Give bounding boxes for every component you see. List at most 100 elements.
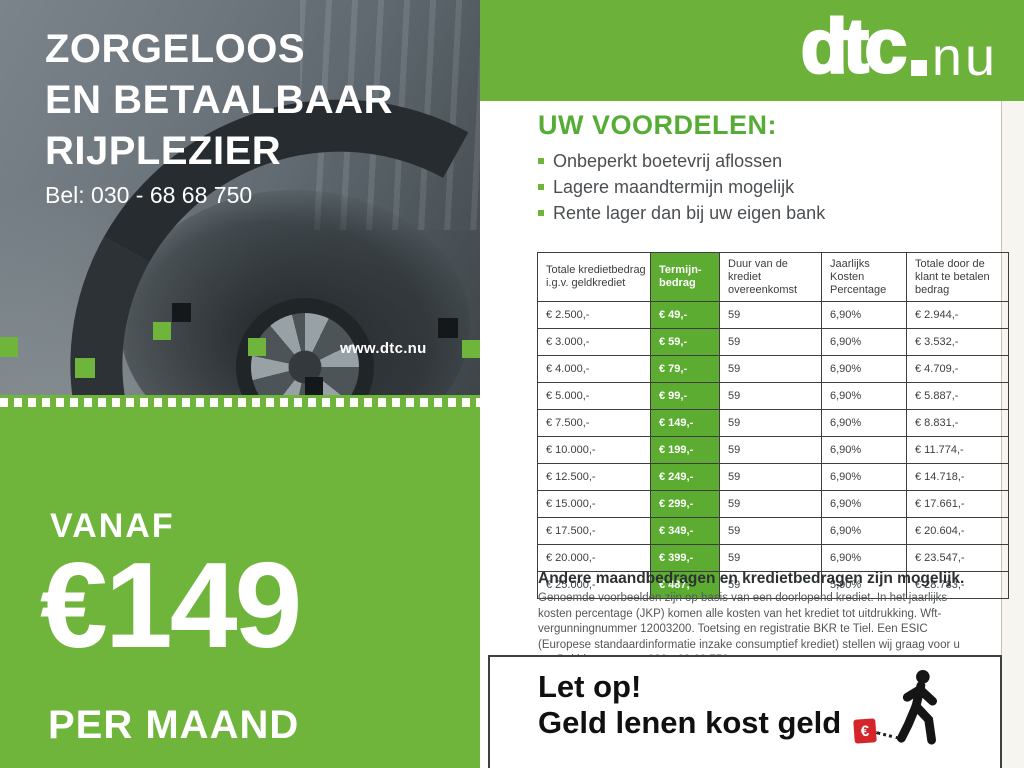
benefit-item: Rente lager dan bij uw eigen bank bbox=[538, 200, 825, 226]
table-cell: € 4.709,- bbox=[906, 355, 1009, 383]
price-panel: VANAF €149 PER MAAND bbox=[0, 395, 480, 768]
table-row: € 17.500,- € 349,- 59 6,90% € 20.604,- bbox=[537, 517, 1009, 545]
table-cell: € 17.661,- bbox=[906, 490, 1009, 518]
table-cell: € 25.000,- bbox=[537, 571, 651, 599]
euro-ball-icon: € bbox=[853, 718, 877, 744]
benefit-item: Lagere maandtermijn mogelijk bbox=[538, 174, 825, 200]
table-header-row: Totale kredietbedrag i.g.v. geldkrediet T… bbox=[537, 252, 1009, 302]
table-cell: € 399,- bbox=[650, 544, 720, 572]
credit-table: Totale kredietbedrag i.g.v. geldkrediet T… bbox=[537, 252, 1009, 599]
table-cell: 6,90% bbox=[821, 355, 907, 383]
table-header-cell: Totale door de klant te betalen bedrag bbox=[906, 252, 1009, 302]
table-cell: € 199,- bbox=[650, 436, 720, 464]
table-cell: 59 bbox=[719, 490, 822, 518]
table-row: € 15.000,- € 299,- 59 6,90% € 17.661,- bbox=[537, 490, 1009, 518]
table-cell: € 249,- bbox=[650, 463, 720, 491]
table-cell: 59 bbox=[719, 517, 822, 545]
table-cell: € 5.887,- bbox=[906, 382, 1009, 410]
table-cell: € 487,- bbox=[650, 571, 720, 599]
table-header-cell: Totale kredietbedrag i.g.v. geldkrediet bbox=[537, 252, 651, 302]
table-cell: € 299,- bbox=[650, 490, 720, 518]
benefit-text: Lagere maandtermijn mogelijk bbox=[553, 177, 795, 197]
bullet-square-icon bbox=[538, 184, 544, 190]
table-cell: 6,90% bbox=[821, 301, 907, 329]
table-cell: 6,90% bbox=[821, 517, 907, 545]
benefit-item: Onbeperkt boetevrij aflossen bbox=[538, 148, 825, 174]
table-row: € 5.000,- € 99,- 59 6,90% € 5.887,- bbox=[537, 382, 1009, 410]
logo-dot-icon bbox=[910, 60, 927, 76]
accent-square bbox=[305, 377, 323, 395]
table-cell: 59 bbox=[719, 544, 822, 572]
table-row: € 12.500,- € 249,- 59 6,90% € 14.718,- bbox=[537, 463, 1009, 491]
table-cell: 6,90% bbox=[821, 409, 907, 437]
table-row: € 4.000,- € 79,- 59 6,90% € 4.709,- bbox=[537, 355, 1009, 383]
table-cell: € 20.604,- bbox=[906, 517, 1009, 545]
dtc-logo: dtc nu bbox=[799, 4, 998, 89]
accent-square bbox=[153, 322, 171, 340]
accent-square bbox=[248, 338, 266, 356]
table-row: € 3.000,- € 59,- 59 6,90% € 3.532,- bbox=[537, 328, 1009, 356]
benefits-list: Onbeperkt boetevrij aflossen Lagere maand… bbox=[538, 148, 825, 226]
table-cell: 59 bbox=[719, 436, 822, 464]
bullet-square-icon bbox=[538, 158, 544, 164]
benefit-text: Onbeperkt boetevrij aflossen bbox=[553, 151, 783, 171]
table-cell: € 10.000,- bbox=[537, 436, 651, 464]
walking-man-icon bbox=[897, 669, 937, 745]
table-row: € 2.500,- € 49,- 59 6,90% € 2.944,- bbox=[537, 301, 1009, 329]
table-cell: 6,90% bbox=[821, 328, 907, 356]
table-cell: € 20.000,- bbox=[537, 544, 651, 572]
table-cell: € 15.000,- bbox=[537, 490, 651, 518]
table-cell: € 49,- bbox=[650, 301, 720, 329]
table-cell: € 349,- bbox=[650, 517, 720, 545]
accent-square bbox=[0, 337, 18, 357]
table-cell: € 17.500,- bbox=[537, 517, 651, 545]
benefits-title: UW VOORDELEN: bbox=[538, 110, 777, 140]
table-header-cell: Termijn-bedrag bbox=[650, 252, 720, 302]
benefit-text: Rente lager dan bij uw eigen bank bbox=[553, 203, 826, 223]
warning-line1: Let op! bbox=[538, 669, 642, 704]
table-cell: € 59,- bbox=[650, 328, 720, 356]
accent-square bbox=[462, 340, 480, 358]
accent-square bbox=[438, 318, 458, 338]
table-row: € 7.500,- € 149,- 59 6,90% € 8.831,- bbox=[537, 409, 1009, 437]
table-header-cell: Duur van de krediet overeenkomst bbox=[719, 252, 822, 302]
table-cell: € 3.000,- bbox=[537, 328, 651, 356]
headline-line: RIJPLEZIER bbox=[45, 129, 282, 173]
price-suffix: PER MAAND bbox=[48, 703, 300, 747]
bullet-square-icon bbox=[538, 210, 544, 216]
table-cell: 5,90% bbox=[821, 571, 907, 599]
website-url: www.dtc.nu bbox=[340, 340, 427, 357]
table-cell: 59 bbox=[719, 355, 822, 383]
brand-banner: dtc nu bbox=[480, 0, 1024, 101]
accent-square bbox=[75, 358, 95, 378]
table-cell: 6,90% bbox=[821, 436, 907, 464]
credit-warning-box: Let op! Geld lenen kost geld € bbox=[488, 655, 1002, 768]
table-cell: 6,90% bbox=[821, 490, 907, 518]
table-cell: € 8.831,- bbox=[906, 409, 1009, 437]
headline-line: ZORGELOOS bbox=[45, 27, 306, 71]
table-cell: € 5.000,- bbox=[537, 382, 651, 410]
table-cell: 59 bbox=[719, 328, 822, 356]
phone-number: Bel: 030 - 68 68 750 bbox=[45, 182, 253, 208]
dotted-separator bbox=[0, 398, 480, 407]
table-cell: 59 bbox=[719, 409, 822, 437]
table-cell: € 28.783,- bbox=[906, 571, 1009, 599]
table-header-cell: Jaarlijks Kosten Percentage bbox=[821, 252, 907, 302]
table-cell: € 14.718,- bbox=[906, 463, 1009, 491]
table-cell: € 11.774,- bbox=[906, 436, 1009, 464]
table-cell: € 149,- bbox=[650, 409, 720, 437]
table-cell: 6,90% bbox=[821, 382, 907, 410]
accent-square bbox=[172, 303, 191, 322]
table-row: € 10.000,- € 199,- 59 6,90% € 11.774,- bbox=[537, 436, 1009, 464]
headline: ZORGELOOS EN BETAALBAAR RIJPLEZIER bbox=[45, 24, 393, 177]
table-cell: € 2.944,- bbox=[906, 301, 1009, 329]
logo-text-dtc: dtc bbox=[799, 4, 908, 89]
price-prefix: VANAF bbox=[50, 507, 175, 545]
headline-line: EN BETAALBAAR bbox=[45, 78, 393, 122]
table-cell: € 4.000,- bbox=[537, 355, 651, 383]
disclaimer-title: Andere maandbedragen en kredietbedragen … bbox=[538, 570, 965, 587]
car-photo: ZORGELOOS EN BETAALBAAR RIJPLEZIER Bel: … bbox=[0, 0, 480, 395]
table-row: € 20.000,- € 399,- 59 6,90% € 23.547,- bbox=[537, 544, 1009, 572]
table-cell: € 79,- bbox=[650, 355, 720, 383]
